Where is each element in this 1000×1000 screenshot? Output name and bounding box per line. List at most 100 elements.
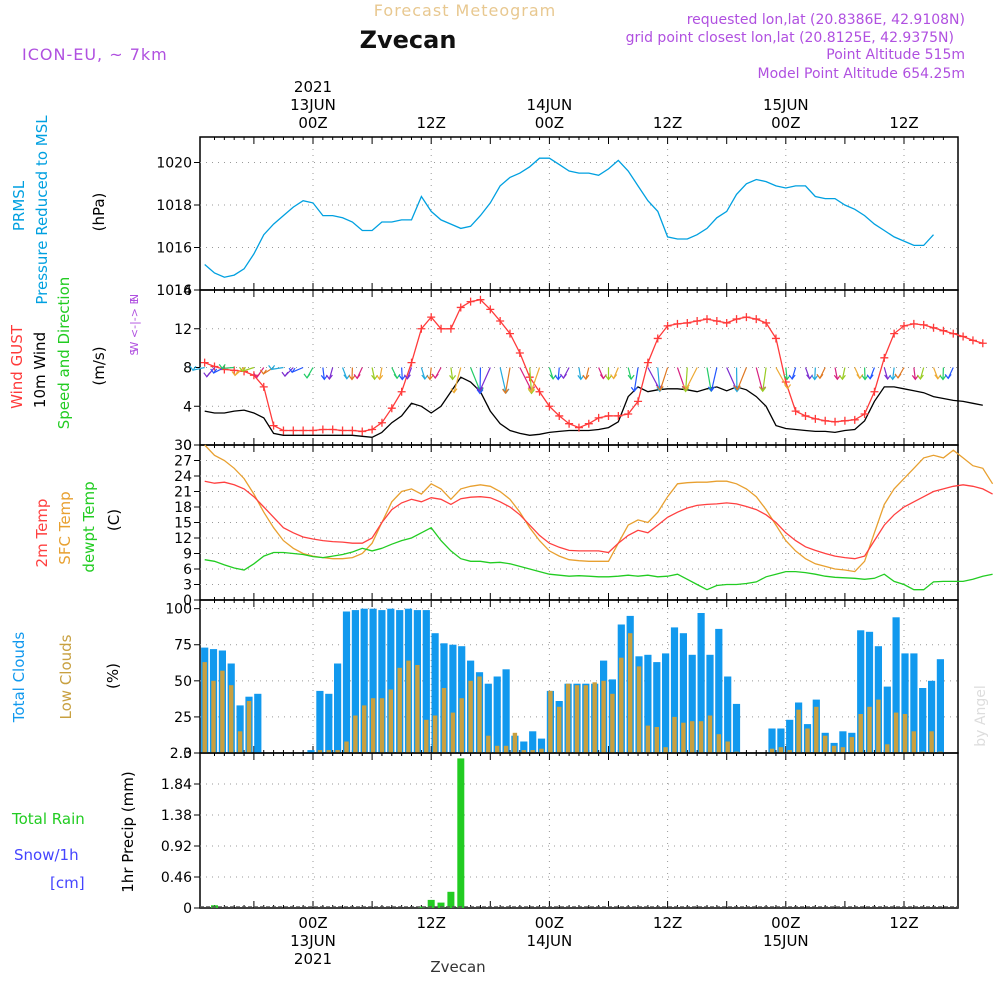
- gust-point: [545, 402, 554, 411]
- gust-point: [850, 415, 859, 424]
- y-tick-label: 1014: [156, 283, 192, 299]
- low-cloud-bar: [769, 748, 775, 753]
- y-tick-label: 8: [183, 361, 192, 377]
- gust-point: [693, 317, 702, 325]
- y-tick-label: 0: [183, 593, 192, 609]
- y-tick-label: 0: [183, 438, 192, 454]
- total-cloud-bar: [484, 683, 492, 753]
- wind-arrow-head: [431, 373, 439, 379]
- low-cloud-bar: [557, 706, 562, 753]
- wind-arrow-head: [944, 374, 952, 380]
- total-cloud-bar: [334, 663, 342, 753]
- low-cloud-bar: [565, 683, 571, 753]
- chart-subtitle: Forecast Meteogram: [374, 1, 556, 20]
- wind-arrow: [578, 367, 582, 380]
- gust-point: [703, 315, 711, 324]
- low-cloud-bar: [220, 670, 225, 753]
- total-cloud-bar: [936, 659, 944, 753]
- low-cloud-bar: [867, 706, 872, 753]
- cloud-low-label: Low Clouds: [57, 634, 75, 719]
- wind-arrow-head: [376, 374, 384, 381]
- pressure-label-prmsl: PRMSL: [10, 180, 28, 231]
- gust-point: [427, 313, 436, 322]
- rain-bar: [437, 902, 445, 908]
- y-tick-label: 2.3: [170, 746, 192, 762]
- low-cloud-bar: [831, 745, 837, 753]
- low-cloud-bar: [716, 734, 721, 753]
- pressure-label-unit: (hPa): [90, 193, 108, 232]
- wind-arrow-head: [816, 373, 824, 380]
- gust-point: [762, 318, 771, 327]
- y-tick-label: 0: [183, 901, 192, 917]
- low-cloud-bar: [495, 745, 500, 753]
- low-cloud-bar: [681, 722, 686, 753]
- wind-arrow-head: [353, 374, 361, 380]
- gust-point: [624, 410, 633, 418]
- dewpt-line: [204, 526, 993, 591]
- low-cloud-bar: [823, 735, 828, 753]
- low-cloud-bar: [202, 662, 207, 753]
- low-cloud-bar: [690, 721, 695, 753]
- wind-arrow: [814, 367, 816, 380]
- time-label-bottom: 15JUN: [763, 932, 809, 950]
- rain-bar: [417, 906, 425, 908]
- total-cloud-bar: [236, 705, 244, 753]
- low-cloud-bar: [326, 750, 331, 753]
- low-cloud-bar: [521, 750, 526, 753]
- low-cloud-bar: [379, 698, 385, 753]
- wind-arrow-head: [527, 387, 535, 394]
- gust-point: [249, 371, 258, 380]
- y-tick-label: 12: [174, 531, 192, 547]
- gust-point: [515, 348, 524, 357]
- panel-frame: [199, 136, 959, 291]
- temp-dewpt-label: dewpt Temp: [80, 481, 98, 572]
- total-cloud-bar: [697, 613, 705, 753]
- gust-point: [506, 329, 514, 338]
- compass-label-we: W <-|-> E: [128, 298, 141, 353]
- wind-arrow-head: [449, 375, 457, 381]
- low-cloud-bar: [672, 716, 677, 753]
- wind-arrow: [519, 367, 533, 391]
- total-cloud-bar: [431, 633, 439, 753]
- wind-arrow-head: [403, 374, 411, 380]
- gust-point: [919, 320, 928, 329]
- total-cloud-bar: [493, 676, 501, 753]
- time-label-top: 13JUN: [290, 96, 336, 114]
- low-cloud-bar: [698, 721, 704, 753]
- low-cloud-bar: [911, 731, 916, 753]
- panel-frame: [199, 752, 959, 909]
- wind-arrow-head: [259, 369, 267, 375]
- gust-point: [318, 425, 327, 434]
- wind-arrow: [291, 366, 304, 373]
- gust-point: [860, 410, 869, 418]
- y-tick-label: 9: [183, 547, 192, 563]
- wind-arrow-head: [253, 372, 261, 379]
- gust-point: [890, 329, 899, 338]
- wind-arrow: [841, 367, 846, 380]
- gust-point: [722, 318, 731, 327]
- wind-arrow: [401, 367, 403, 380]
- low-cloud-bar: [450, 712, 456, 753]
- low-cloud-bar: [893, 712, 899, 753]
- temp-2m-label: 2m Temp: [33, 499, 51, 568]
- wind-arrow-head: [682, 387, 690, 393]
- wind-arrow: [762, 367, 767, 392]
- wind-arrow-head: [806, 374, 814, 380]
- wind-arrow-head: [866, 374, 874, 380]
- grid-point-location: grid point closest lon,lat (20.8125E, 42…: [626, 30, 954, 46]
- wind-arrow-head: [371, 374, 379, 381]
- time-label-bottom: 14JUN: [527, 932, 573, 950]
- wind-arrow: [736, 367, 747, 390]
- wind-arrow-head: [582, 374, 590, 381]
- total-cloud-bar: [360, 608, 368, 753]
- gust-point: [732, 315, 741, 324]
- gust-point: [939, 326, 948, 335]
- low-cloud-bar: [468, 680, 473, 753]
- gust-point: [279, 426, 288, 435]
- gust-point: [397, 387, 406, 396]
- wind-arrow-head: [239, 366, 246, 373]
- low-cloud-bar: [636, 666, 642, 753]
- wind-arrow: [420, 367, 426, 380]
- gust-point: [200, 358, 209, 367]
